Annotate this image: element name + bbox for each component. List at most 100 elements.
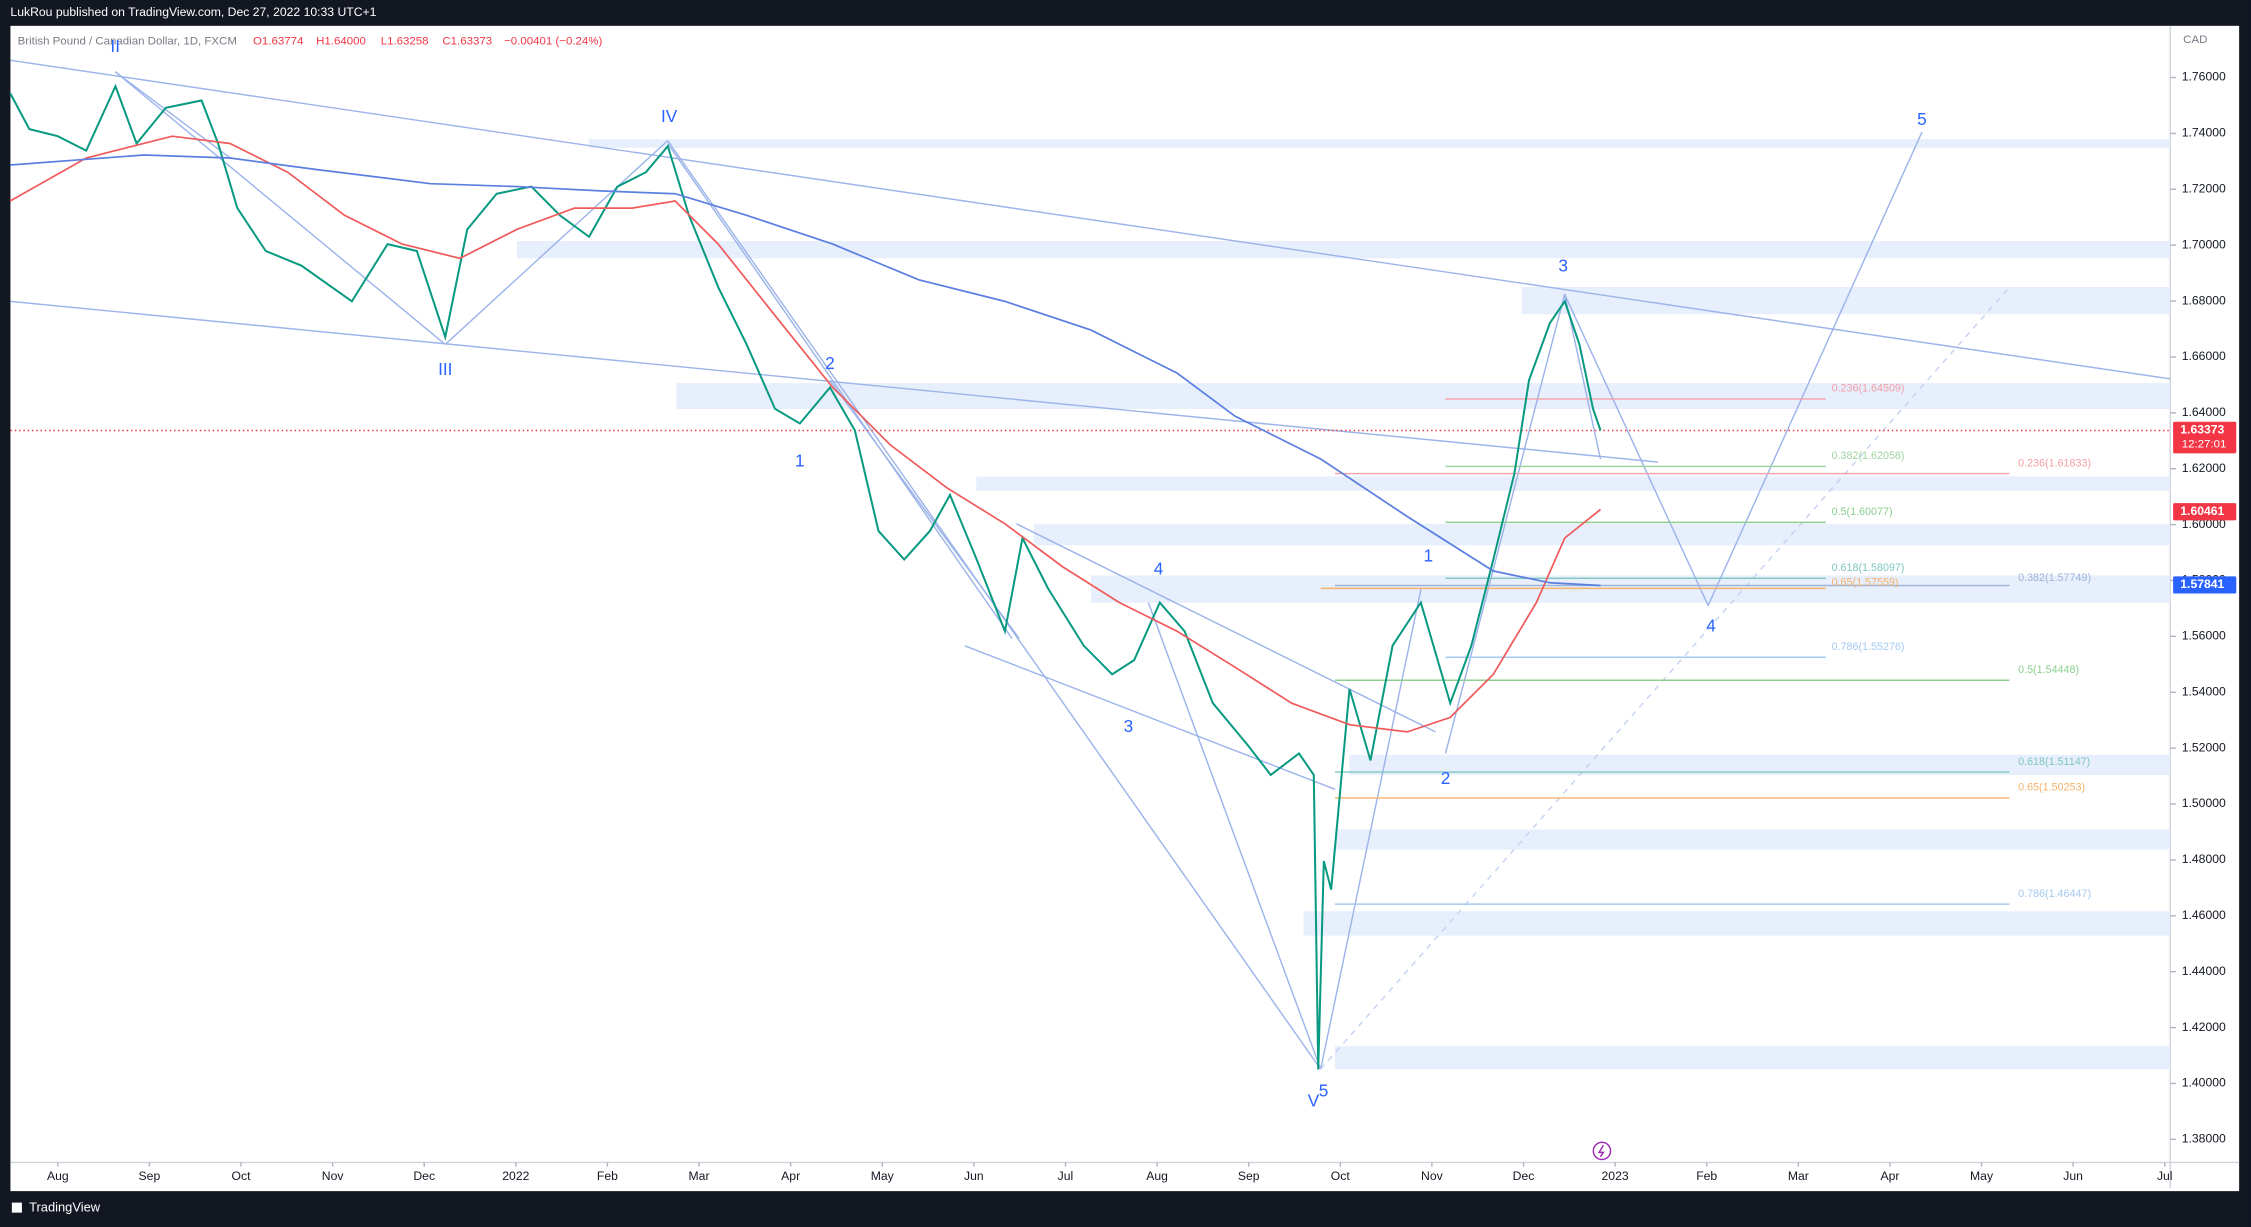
x-tick-label: Apr <box>1880 1169 1899 1183</box>
zone <box>1349 754 2171 775</box>
wave-label: 1 <box>795 451 805 471</box>
wave-label: 3 <box>1124 716 1134 736</box>
x-tick-label: Dec <box>413 1169 435 1183</box>
fib-label: 0.5(1.60077) <box>1832 506 1893 518</box>
price-mark <box>2173 503 2237 521</box>
price-mark <box>2173 576 2237 594</box>
fib-label: 0.786(1.46447) <box>2018 888 2091 900</box>
x-tick-label: Sep <box>1238 1169 1260 1183</box>
y-tick-label: 1.66000 <box>2182 349 2226 363</box>
fib-label: 0.618(1.51147) <box>2018 756 2090 768</box>
zone <box>1335 1046 2171 1070</box>
y-tick-label: 1.52000 <box>2182 740 2226 754</box>
zone <box>976 476 2171 491</box>
y-tick-label: 1.42000 <box>2182 1020 2226 1034</box>
x-tick-label: Mar <box>689 1169 710 1183</box>
y-tick-label: 1.44000 <box>2182 964 2226 978</box>
y-tick-label: 1.70000 <box>2182 237 2226 251</box>
chart-area <box>10 25 2240 1192</box>
x-tick-label: Aug <box>1146 1169 1168 1183</box>
x-tick-label: Oct <box>1331 1169 1351 1183</box>
x-tick-label: Jul <box>2157 1169 2173 1183</box>
drawing-line <box>964 645 1336 790</box>
wave-label: 4 <box>1154 558 1164 578</box>
brand: TradingView <box>29 1200 101 1215</box>
y-tick-label: 1.68000 <box>2182 293 2226 307</box>
drawing-line <box>1563 294 1602 460</box>
wave-label: V <box>1308 1091 1320 1111</box>
drawing-line <box>1320 286 2011 1070</box>
y-tick-label: 1.74000 <box>2182 126 2226 140</box>
fib-label: 0.382(1.62058) <box>1832 450 1905 462</box>
zone <box>1033 523 2171 546</box>
fib-label: 0.236(1.61833) <box>2018 457 2091 469</box>
wave-label: 5 <box>1319 1081 1329 1101</box>
x-tick-label: Aug <box>47 1169 69 1183</box>
price-mark-label: 1.57841 <box>2180 577 2224 591</box>
icon-circle <box>1592 1141 1612 1161</box>
price-line <box>10 154 1601 587</box>
zone <box>517 241 2171 259</box>
y-tick-label: 1.54000 <box>2182 684 2226 698</box>
drawing-line <box>114 71 446 345</box>
zone <box>1335 829 2171 850</box>
icon-bolt <box>1597 1144 1605 1158</box>
fib-label: 0.236(1.64509) <box>1832 383 1905 395</box>
plot <box>9 83 1602 1070</box>
price-mark-label: 1.60461 <box>2180 504 2224 518</box>
wave-label: 2 <box>1441 768 1451 788</box>
drawing-line <box>10 59 2171 380</box>
wave-label: 1 <box>1424 545 1434 565</box>
y-tick-label: 1.56000 <box>2182 629 2226 643</box>
fib-label: 0.65(1.50253) <box>2018 782 2085 794</box>
x-tick-label: Sep <box>139 1169 161 1183</box>
y-tick-label: 1.46000 <box>2182 908 2226 922</box>
y-tick-label: 1.48000 <box>2182 852 2226 866</box>
fib-label: 0.618(1.58097) <box>1832 562 1905 574</box>
x-tick-label: Apr <box>781 1169 800 1183</box>
y-tick-label: 1.76000 <box>2182 70 2226 84</box>
drawing-line <box>1147 602 1322 1070</box>
drawing-line <box>1319 588 1422 1070</box>
x-tick-label: Nov <box>322 1169 345 1183</box>
y-tick-label: 1.40000 <box>2182 1076 2226 1090</box>
symbol-title: British Pound / Canadian Dollar, 1D, FXC… <box>18 36 237 48</box>
x-tick-label: May <box>871 1169 895 1183</box>
drawing-line <box>829 379 1020 640</box>
wave-label: IV <box>661 106 678 126</box>
fib-label: 0.382(1.57749) <box>2018 572 2091 584</box>
x-tick-label: Jul <box>1058 1169 1074 1183</box>
zones <box>517 139 2171 1070</box>
drawings <box>10 59 2171 1070</box>
price-mark-label: 1.63373 <box>2180 423 2224 437</box>
ohlc-value: H1.64000 <box>316 36 366 48</box>
wave-label: 3 <box>1558 255 1568 275</box>
tv-logo: TradingView <box>11 1200 101 1215</box>
y-tick-label: 1.38000 <box>2182 1132 2226 1146</box>
y-tick-label: 1.64000 <box>2182 405 2226 419</box>
y-tick-label: 1.62000 <box>2182 461 2226 475</box>
x-tick-label: Feb <box>1696 1169 1717 1183</box>
x-tick-label: Mar <box>1788 1169 1809 1183</box>
zone <box>1303 911 2171 936</box>
wave-label: 2 <box>825 353 835 373</box>
fib-label: 0.65(1.57559) <box>1832 576 1899 588</box>
drawing-line <box>1016 523 1436 733</box>
alert-icon <box>1592 1141 1612 1161</box>
price-line <box>9 135 1602 733</box>
wave-label: III <box>438 359 452 379</box>
logo-mark <box>11 1202 22 1213</box>
x-tick-label: Nov <box>1421 1169 1444 1183</box>
drawing-line <box>667 143 1013 640</box>
currency: CAD <box>2183 34 2207 46</box>
drawing-line <box>1444 294 1566 754</box>
ohlc-value: C1.63373 <box>442 36 492 48</box>
drawing-line <box>1707 131 1923 606</box>
x-tick-label: May <box>1970 1169 1994 1183</box>
x-tick-label: 2022 <box>502 1169 529 1183</box>
ohlc-value: −0.00401 (−0.24%) <box>504 36 602 48</box>
y-tick-label: 1.72000 <box>2182 182 2226 196</box>
wave-label: II <box>110 36 120 56</box>
